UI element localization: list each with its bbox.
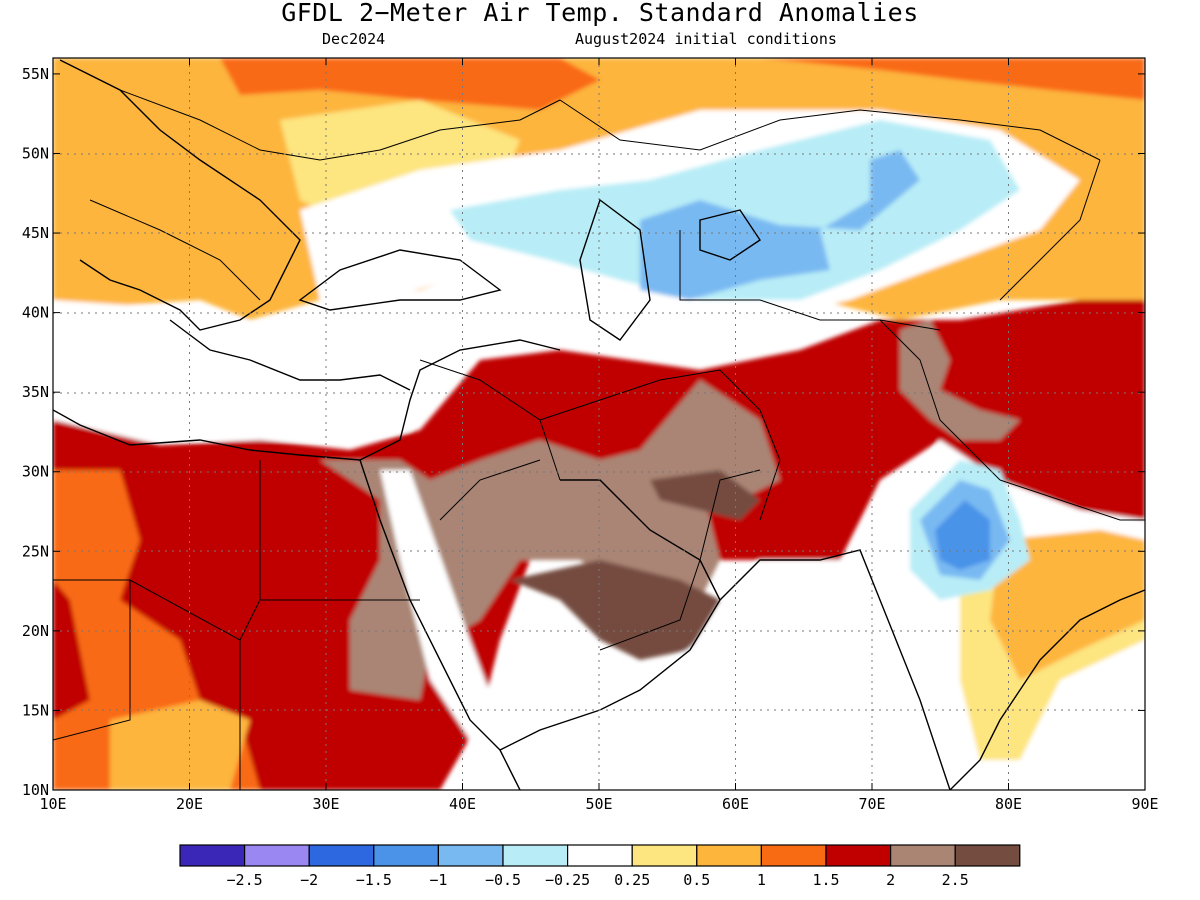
country-borders (53, 89, 1145, 790)
initial-conditions-label: August2024 initial conditions (575, 30, 837, 48)
lat-tick-label: 15N (22, 701, 49, 719)
colorbar-label: 1.5 (812, 871, 839, 889)
lat-tick-label: 20N (22, 622, 49, 640)
anomaly-field (53, 58, 1145, 790)
anomaly-region-arabian-sea-white (560, 560, 900, 790)
colorbar-labels: −2.5 −2 −1.5 −1 −0.5 −0.25 0.25 0.5 1 1.5 2 2.5 (227, 871, 969, 889)
anomaly-region-tibet-brown (900, 320, 1020, 440)
valid-month-label: Dec2024 (322, 30, 386, 48)
anomaly-region-sahara-brown (230, 380, 780, 700)
colorbar-swatch (373, 844, 439, 867)
map-title: GFDL 2−Meter Air Temp. Standard Anomalie… (281, 0, 919, 27)
colorbar-label: 0.5 (683, 871, 710, 889)
anomaly-region-gulf-darkbrown (650, 470, 760, 520)
lon-tick-label: 50E (585, 795, 612, 813)
colorbar-swatch (825, 844, 892, 867)
lat-tick-label: 25N (22, 542, 49, 560)
anomaly-region-red-sea-white (380, 470, 500, 740)
colorbar (179, 844, 1021, 867)
colorbar-label: −2 (300, 871, 318, 889)
colorbar-label: −2.5 (227, 871, 263, 889)
lon-tick-label: 90E (1131, 795, 1158, 813)
colorbar-swatch (889, 844, 956, 867)
lat-tick-label: 55N (22, 65, 49, 83)
anomaly-region-mediterranean-white (53, 300, 420, 440)
lon-tick-label: 30E (312, 795, 339, 813)
lon-tick-label: 70E (858, 795, 885, 813)
axis-ticks (52, 58, 1146, 791)
colorbar-swatch (179, 844, 246, 867)
anomaly-region-arabia-darkbrown (510, 560, 720, 660)
anomaly-region-india-orange (990, 530, 1145, 680)
colorbar-label: −1 (429, 871, 447, 889)
anomaly-region-india-deepblue (935, 500, 990, 570)
colorbar-label: −1.5 (356, 871, 392, 889)
colorbar-label: −0.5 (485, 871, 521, 889)
anomaly-region-northeast-orange-2 (760, 58, 1145, 100)
colorbar-swatch (502, 844, 569, 867)
colorbar-label: −0.25 (545, 871, 590, 889)
anomaly-region-northeast-orange (220, 58, 600, 110)
colorbar-swatch (566, 844, 633, 867)
colorbar-label: 0.25 (614, 871, 650, 889)
lat-tick-label: 50N (22, 144, 49, 162)
lat-tick-label: 30N (22, 463, 49, 481)
anomaly-region-kazakh-blue (640, 150, 920, 300)
lat-tick-label: 35N (22, 383, 49, 401)
lon-tick-label: 80E (995, 795, 1022, 813)
lon-tick-label: 60E (722, 795, 749, 813)
colorbar-swatch (631, 844, 698, 867)
lat-tick-label: 40N (22, 304, 49, 322)
latitude-axis: 55N 50N 45N 40N 35N 30N 25N 20N 15N 10N (22, 65, 49, 799)
lat-tick-label: 45N (22, 224, 49, 242)
lon-tick-label: 20E (176, 795, 203, 813)
colorbar-swatch (244, 844, 310, 867)
colorbar-swatch (308, 844, 375, 867)
colorbar-label: 1 (757, 871, 766, 889)
colorbar-swatch (760, 844, 827, 867)
lon-tick-label: 10E (39, 795, 66, 813)
graticule (53, 58, 1145, 790)
colorbar-swatch (954, 844, 1021, 867)
colorbar-swatch (696, 844, 762, 867)
lat-tick-label: 10N (22, 781, 49, 799)
lon-tick-label: 40E (449, 795, 476, 813)
colorbar-label: 2 (886, 871, 895, 889)
colorbar-label: 2.5 (942, 871, 969, 889)
colorbar-swatch (437, 844, 504, 867)
anomaly-region-sahel-yellow (110, 700, 250, 790)
longitude-axis: 10E 20E 30E 40E 50E 60E 70E 80E 90E (39, 795, 1158, 813)
